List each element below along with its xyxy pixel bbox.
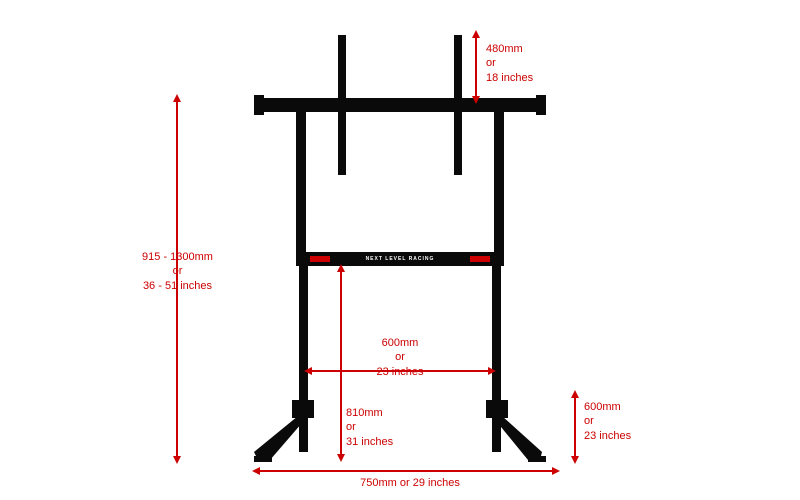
dim-overall-height: 915 - 1300mm or 36 - 51 inches — [130, 250, 225, 293]
dim-vesa-height: 480mm or 18 inches — [486, 42, 556, 85]
dim-base-width: 750mm or 29 inches — [330, 476, 490, 490]
dimension-diagram: NEXT LEVEL RACING 480mm or 18 inches 915… — [0, 0, 800, 500]
foot-right — [484, 416, 554, 464]
arrow — [337, 264, 345, 272]
arrow — [552, 467, 560, 475]
arrow — [571, 456, 579, 464]
arrow — [472, 30, 480, 38]
brand-accent-l — [310, 256, 330, 262]
arrow — [304, 367, 312, 375]
arrow — [173, 456, 181, 464]
dim-side-height: 600mm or 23 inches — [584, 400, 654, 443]
brand-label: NEXT LEVEL RACING — [366, 256, 435, 262]
dim-line-base — [258, 470, 554, 472]
top-bar-endcap-r — [536, 95, 546, 115]
dim-line-side — [574, 396, 576, 458]
dim-line-leg — [340, 270, 342, 456]
arrow — [252, 467, 260, 475]
foot-left — [246, 416, 316, 464]
arrow — [173, 94, 181, 102]
outer-leg-right — [494, 112, 504, 260]
dim-inner-width: 600mm or 23 inches — [360, 336, 440, 379]
arrow — [488, 367, 496, 375]
dim-line-vesa — [475, 36, 477, 98]
dim-leg-height: 810mm or 31 inches — [346, 406, 416, 449]
arrow — [337, 454, 345, 462]
top-bar-endcap-l — [254, 95, 264, 115]
arrow — [472, 96, 480, 104]
arrow — [571, 390, 579, 398]
outer-leg-left — [296, 112, 306, 260]
brand-accent-r — [470, 256, 490, 262]
top-bar — [258, 98, 542, 112]
